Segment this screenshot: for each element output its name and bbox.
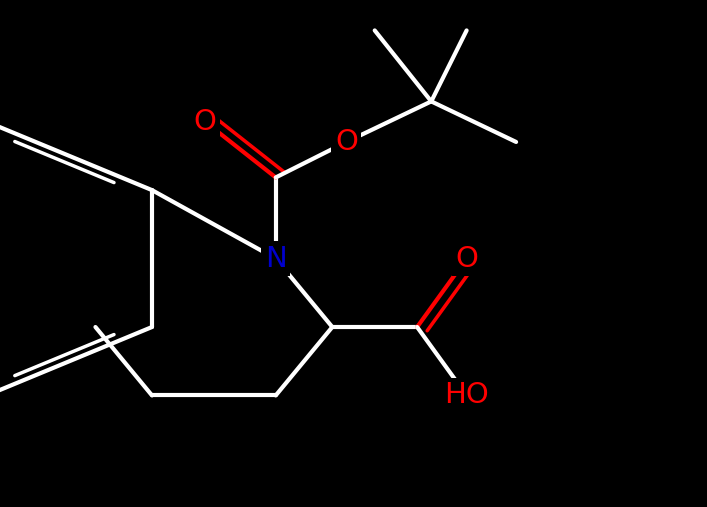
Text: N: N	[265, 244, 286, 273]
Text: HO: HO	[444, 381, 489, 410]
Text: O: O	[455, 244, 478, 273]
Text: O: O	[335, 128, 358, 156]
Text: O: O	[194, 107, 216, 136]
